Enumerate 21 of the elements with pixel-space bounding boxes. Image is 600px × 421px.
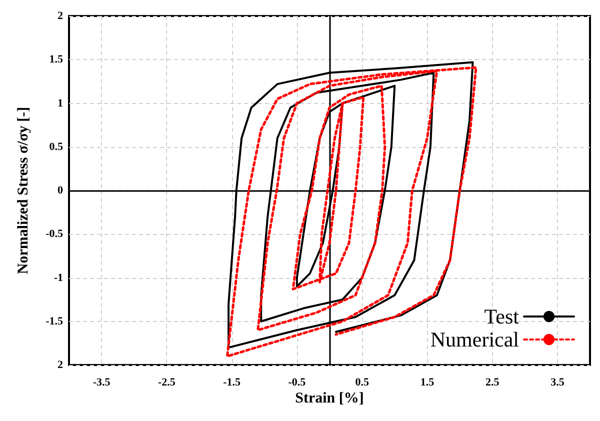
- x-tick-label: -0.5: [288, 376, 306, 388]
- y-tick-label: 2: [58, 10, 64, 22]
- y-tick-label: 2: [58, 359, 64, 371]
- y-tick-label: 0: [58, 184, 64, 196]
- y-tick-label: -1.5: [46, 315, 64, 328]
- x-tick-label: -1.5: [223, 376, 242, 388]
- y-tick-label: -0.5: [46, 228, 64, 240]
- x-axis-title: Strain [%]: [295, 390, 364, 406]
- x-tick-label: 0.5: [355, 376, 370, 388]
- x-tick-label: 2.5: [485, 376, 500, 388]
- x-tick-label: -2.5: [158, 376, 176, 388]
- x-tick-label: 3.5: [550, 376, 565, 388]
- y-tick-label: 1: [58, 97, 63, 110]
- x-tick-label: 1.5: [420, 376, 435, 388]
- legend-label: Test: [484, 304, 520, 328]
- y-tick-label: -1: [54, 272, 63, 284]
- y-tick-label: 0.5: [49, 140, 64, 153]
- y-tick-label: 1.5: [49, 54, 64, 66]
- legend-label: Numerical: [430, 328, 520, 352]
- y-axis-title: Normalized Stress σ/σy [-]: [16, 106, 32, 274]
- x-tick-label: -3.5: [92, 376, 111, 388]
